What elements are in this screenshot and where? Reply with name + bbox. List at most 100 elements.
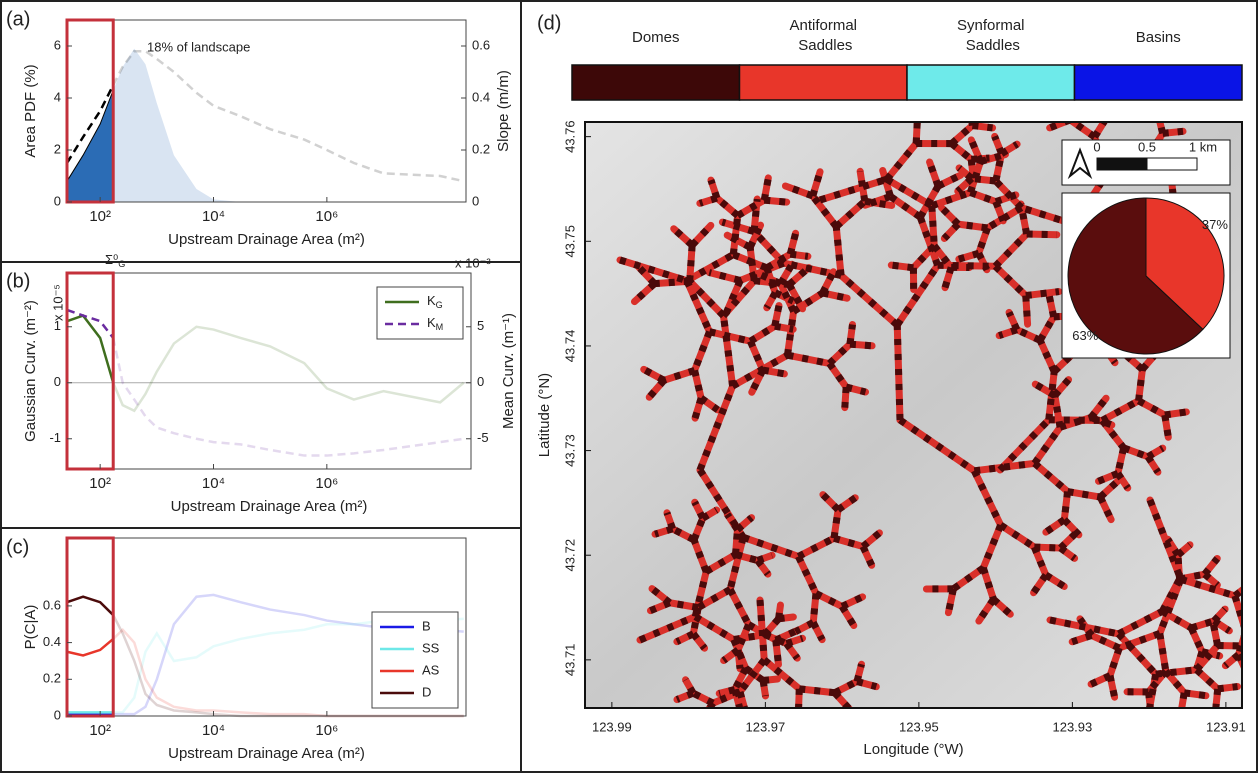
- channel-dome: [1174, 554, 1184, 580]
- channel-dome: [1162, 127, 1184, 137]
- channel-dome: [777, 282, 797, 313]
- channel: [702, 719, 703, 734]
- channel-dome: [734, 551, 759, 564]
- channel-dome: [711, 688, 742, 707]
- channel-dome: [975, 226, 991, 255]
- channel-dome: [720, 315, 737, 387]
- channel-dome: [910, 243, 937, 271]
- channel-dome: [1145, 691, 1154, 708]
- channel-dome: [1156, 632, 1170, 672]
- channel-dome: [1144, 454, 1161, 475]
- channel-dome: [957, 220, 988, 232]
- x-tick-label: 10²: [89, 475, 111, 492]
- channel-dome: [618, 256, 688, 285]
- x-tick-label: 10⁶: [315, 208, 338, 225]
- legend-label: B: [422, 618, 431, 633]
- class-swatch: [1073, 64, 1243, 101]
- channel-dome: [864, 197, 893, 209]
- channel: [760, 656, 803, 693]
- channel-dome: [993, 178, 1024, 211]
- channel-dome: [1088, 396, 1109, 420]
- channel-dome: [1036, 338, 1058, 373]
- channel-dome: [675, 630, 695, 645]
- channel-dome: [985, 204, 1024, 231]
- pie-slice: [1145, 197, 1225, 331]
- channel-dome: [1175, 542, 1193, 558]
- channel-dome: [1122, 444, 1150, 461]
- panel-label: (d): [537, 12, 561, 34]
- legend-box: [376, 286, 464, 340]
- y-tick-label: 2: [54, 141, 61, 156]
- channel: [916, 213, 942, 269]
- channel-dome: [1193, 643, 1221, 673]
- channel-dome: [893, 324, 904, 421]
- legend-label: SS: [422, 640, 440, 655]
- channel-dome: [696, 384, 736, 472]
- channel-dome: [1099, 418, 1127, 451]
- highlight-box: [65, 271, 115, 471]
- channel-dome: [849, 340, 873, 350]
- channel-dome: [723, 279, 744, 315]
- channel-dome: [743, 665, 766, 684]
- x-tick-label: 10⁴: [202, 208, 225, 225]
- channel-dome: [1164, 408, 1187, 419]
- channel-dome: [820, 492, 841, 513]
- channel-dome: [1034, 543, 1061, 552]
- x-axis-label: Upstream Drainage Area (m²): [168, 745, 365, 762]
- channel-dome: [1100, 397, 1141, 424]
- x-axis-label: Upstream Drainage Area (m²): [171, 498, 368, 515]
- class-label: Basins: [1136, 29, 1181, 46]
- channel-dome: [793, 619, 815, 635]
- channel-dome: [814, 590, 844, 610]
- channel-dome: [763, 290, 779, 310]
- scale-bar-black: [1096, 157, 1148, 171]
- channel-dome: [765, 251, 793, 271]
- channel: [817, 734, 834, 735]
- channel-dome: [748, 368, 766, 394]
- scale-label: 1 km: [1189, 139, 1217, 154]
- channel-dome: [1005, 310, 1021, 332]
- class-label: Antiformal Saddles: [789, 17, 857, 54]
- channel-dome: [1097, 470, 1120, 485]
- channel-dome: [1190, 617, 1216, 632]
- y2-tick-label: 0.6: [472, 37, 490, 52]
- channel-dome: [979, 151, 1007, 165]
- channel: [726, 533, 747, 593]
- channel-dome: [1043, 572, 1067, 590]
- channel-dome: [786, 264, 812, 288]
- pie-slice: [1067, 197, 1204, 355]
- channel-dome: [833, 534, 864, 550]
- channel-dome: [689, 223, 714, 248]
- channel-dome: [735, 514, 754, 533]
- channel: [1031, 423, 1064, 467]
- y-tick-label: 6: [54, 37, 61, 52]
- x-tick-label: 10⁶: [315, 722, 338, 739]
- channel-dome: [771, 304, 783, 327]
- channel-dome: [1097, 495, 1115, 522]
- channel-dome: [691, 369, 705, 399]
- channel-dome: [1031, 545, 1050, 577]
- channel-dome: [818, 175, 888, 204]
- channel-dome: [949, 122, 975, 147]
- channel-dome: [1020, 204, 1076, 228]
- y-axis-label: Area PDF (%): [22, 64, 39, 157]
- channel-dome: [691, 397, 705, 420]
- channel-dome: [912, 122, 921, 144]
- line: [113, 593, 464, 716]
- y2-tick-label: 0.2: [472, 141, 490, 156]
- channel-dome: [729, 215, 742, 256]
- channel-dome: [999, 141, 1019, 157]
- line: [66, 595, 115, 616]
- channel: [783, 307, 798, 359]
- channel-dome: [994, 191, 1017, 205]
- channel-dome: [731, 666, 749, 692]
- panel-label: (b): [6, 270, 30, 292]
- channel-dome: [774, 322, 794, 333]
- channel-dome: [1209, 620, 1222, 647]
- channel: [1115, 607, 1166, 638]
- channel-dome: [683, 279, 713, 334]
- scale-label: 0: [1093, 139, 1100, 154]
- channel-dome: [1194, 667, 1221, 692]
- y2-axis-label: Mean Curv. (m⁻¹): [500, 313, 517, 429]
- channel-dome: [669, 599, 699, 612]
